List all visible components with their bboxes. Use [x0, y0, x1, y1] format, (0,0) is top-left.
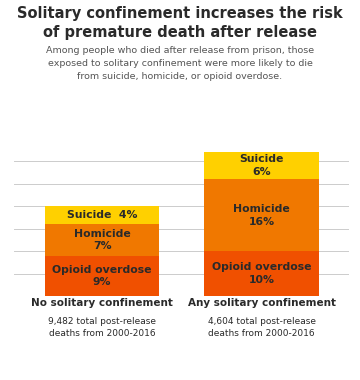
Text: 9,482 total post-release
deaths from 2000-2016: 9,482 total post-release deaths from 200…: [48, 317, 156, 338]
Text: Solitary confinement increases the risk: Solitary confinement increases the risk: [17, 6, 343, 21]
Bar: [204, 251, 319, 296]
Bar: [204, 152, 319, 179]
Text: Suicide  4%: Suicide 4%: [67, 210, 137, 220]
Text: Homicide
7%: Homicide 7%: [74, 229, 130, 252]
Bar: [45, 206, 159, 224]
Text: Among people who died after release from prison, those
exposed to solitary confi: Among people who died after release from…: [46, 46, 314, 81]
Bar: [45, 256, 159, 296]
Text: Opioid overdose
10%: Opioid overdose 10%: [212, 263, 311, 285]
Text: Suicide
6%: Suicide 6%: [239, 154, 284, 177]
Text: Opioid overdose
9%: Opioid overdose 9%: [52, 265, 152, 288]
Text: No solitary confinement: No solitary confinement: [31, 298, 173, 308]
Text: 4,604 total post-release
deaths from 2000-2016: 4,604 total post-release deaths from 200…: [207, 317, 315, 338]
Text: of premature death after release: of premature death after release: [43, 25, 317, 40]
Bar: [204, 179, 319, 251]
Bar: [45, 224, 159, 256]
Text: Any solitary confinement: Any solitary confinement: [188, 298, 336, 308]
Text: Homicide
16%: Homicide 16%: [233, 204, 290, 226]
